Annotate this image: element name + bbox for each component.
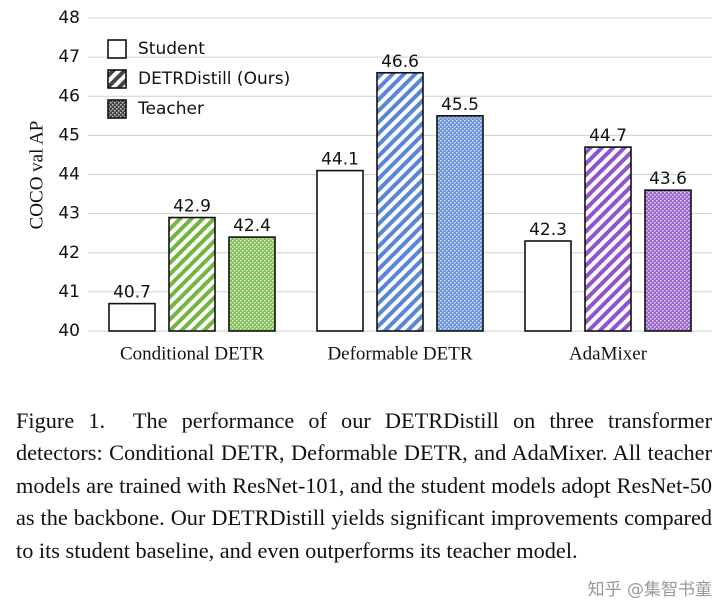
x-tick-label: AdaMixer — [569, 343, 648, 364]
y-tick-label: 44 — [58, 165, 80, 185]
y-tick-label: 41 — [58, 282, 80, 302]
bar — [108, 302, 156, 332]
bar — [436, 115, 484, 332]
value-label: 45.5 — [441, 95, 479, 115]
y-tick-label: 43 — [58, 204, 80, 224]
x-tick-label: Conditional DETR — [120, 343, 264, 364]
bar — [376, 71, 424, 332]
value-label: 42.4 — [233, 216, 271, 236]
x-tick-label: Deformable DETR — [327, 343, 472, 364]
caption-text: The performance of our DETRDistill on th… — [16, 408, 713, 563]
legend-label: DETRDistill (Ours) — [138, 69, 290, 89]
y-tick-label: 45 — [58, 125, 80, 145]
legend-label: Student — [138, 39, 205, 59]
value-label: 42.9 — [173, 197, 211, 217]
legend-swatch — [107, 99, 127, 119]
value-label: 46.6 — [381, 52, 419, 72]
bar — [316, 169, 364, 332]
bar — [228, 236, 276, 332]
value-label: 44.1 — [321, 150, 359, 170]
y-tick-label: 40 — [58, 321, 80, 341]
value-label: 44.7 — [589, 126, 627, 146]
value-label: 43.6 — [649, 169, 687, 189]
watermark: 知乎 @集智书童 — [587, 580, 712, 600]
bar — [524, 240, 572, 332]
value-label: 42.3 — [529, 220, 567, 240]
y-tick-label: 48 — [58, 8, 80, 28]
bar — [584, 146, 632, 332]
legend-label: Teacher — [137, 99, 204, 119]
value-label: 40.7 — [113, 283, 151, 303]
caption: Figure 1. The performance of our DETRDis… — [16, 405, 712, 567]
caption-label: Figure 1. — [16, 408, 106, 433]
y-axis-label: COCO val AP — [26, 121, 47, 230]
y-tick-label: 47 — [58, 47, 80, 67]
chart: COCO val AP 40 41 42 43 44 45 46 47 48 Conditiona… — [26, 8, 712, 364]
legend-swatch — [107, 69, 127, 89]
bar — [168, 216, 216, 332]
legend-swatch — [107, 39, 127, 59]
y-tick-label: 46 — [58, 86, 80, 106]
y-tick-label: 42 — [58, 243, 80, 263]
bar — [644, 189, 692, 332]
